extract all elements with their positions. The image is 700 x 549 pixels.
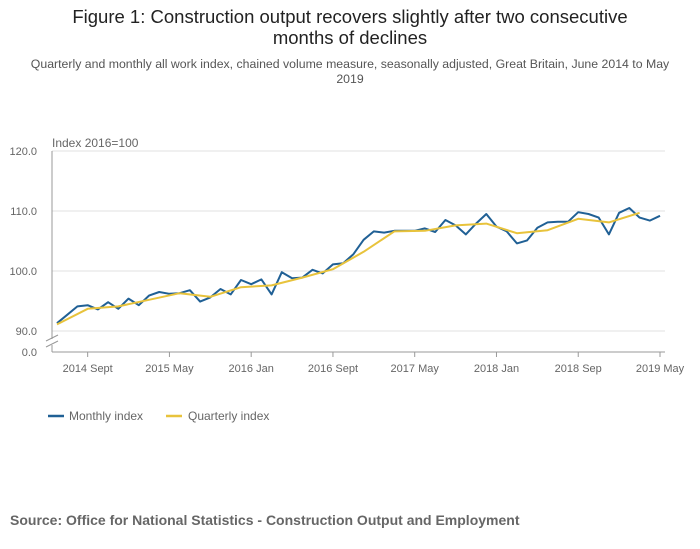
y-tick-label: 0.0	[22, 347, 37, 359]
y-axis-label: Index 2016=100	[52, 136, 139, 150]
axis-break-mark	[45, 334, 59, 342]
x-tick-label: 2018 Sep	[555, 363, 602, 375]
series-line-monthly	[56, 207, 661, 324]
x-tick-label: 2015 May	[145, 363, 194, 375]
x-tick-label: 2018 Jan	[474, 363, 519, 375]
chart-title: Figure 1: Construction output recovers s…	[72, 6, 628, 48]
legend-label-monthly[interactable]: Monthly index	[69, 409, 143, 423]
chart-subtitle: Quarterly and monthly all work index, ch…	[30, 57, 670, 86]
y-tick-label: 120.0	[9, 146, 37, 158]
x-tick-label: 2019 May	[636, 363, 685, 375]
axis-break-mark	[45, 340, 59, 348]
x-tick-label: 2016 Jan	[229, 363, 274, 375]
y-tick-label: 110.0	[10, 206, 37, 218]
x-tick-label: 2014 Sept	[63, 363, 113, 375]
series-line-quarterly	[56, 211, 640, 326]
y-tick-label: 100.0	[9, 266, 37, 278]
legend-label-quarterly[interactable]: Quarterly index	[188, 409, 269, 423]
y-tick-label: 90.0	[16, 326, 37, 338]
x-tick-label: 2017 May	[391, 363, 440, 375]
source-note: Source: Office for National Statistics -…	[10, 512, 520, 528]
x-tick-label: 2016 Sept	[308, 363, 358, 375]
